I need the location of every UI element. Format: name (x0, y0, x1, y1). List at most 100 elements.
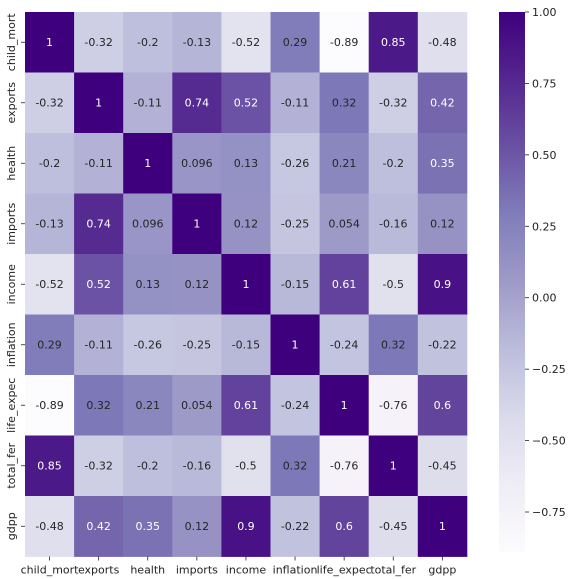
colorbar-tick-label: 0.50 (532, 149, 557, 162)
cell-value-label: 0.054 (328, 217, 360, 230)
x-axis-ticks: child_mort exports health imports income infl… (21, 556, 456, 577)
heatmap-cell (74, 12, 124, 73)
heatmap-cell (25, 193, 75, 255)
colorbar-tick-label: −0.75 (532, 506, 566, 519)
cell-value-label: -0.22 (281, 520, 309, 533)
cell-value-label: -0.2 (137, 459, 158, 472)
y-tick-label: health (5, 146, 18, 181)
x-tick-label: total_fer (370, 564, 416, 577)
heatmap-cell (368, 193, 419, 255)
cell-value-label: 0.61 (332, 278, 357, 291)
heatmap-cell (172, 496, 222, 557)
heatmap-cell (417, 496, 468, 557)
cell-value-label: 0.35 (136, 520, 161, 533)
cell-value-label: -0.26 (134, 338, 162, 351)
x-tick-label: exports (78, 564, 120, 577)
cell-value-label: 0.52 (86, 278, 111, 291)
cell-value-label: 1 (144, 157, 151, 170)
heatmap-cell (123, 375, 173, 436)
x-tick-label: income (226, 564, 267, 577)
cell-value-label: 0.35 (430, 157, 455, 170)
y-tick-label: exports (5, 82, 18, 124)
y-tick-label: child_mort (5, 13, 18, 72)
cell-value-label: 1 (292, 338, 299, 351)
cell-value-label: 0.32 (283, 459, 308, 472)
heatmap-cell (319, 12, 370, 73)
heatmap-cell (319, 133, 370, 194)
heatmap-cell (270, 254, 320, 315)
x-tick-label: life_expec (317, 564, 372, 577)
heatmap-cell (270, 133, 320, 194)
cell-value-label: -0.89 (330, 36, 358, 49)
heatmap-cell (319, 435, 370, 497)
cell-value-label: 0.13 (234, 157, 259, 170)
cell-value-label: -0.26 (281, 157, 309, 170)
heatmap-cell (319, 72, 370, 134)
heatmap-cell (25, 314, 75, 376)
cell-value-label: -0.89 (35, 399, 63, 412)
heatmap-cell (172, 314, 222, 376)
y-tick-label: income (5, 264, 18, 305)
heatmap-cell (74, 375, 124, 436)
cell-value-label: 0.6 (434, 399, 452, 412)
cell-value-label: -0.48 (428, 36, 456, 49)
cell-value-label: 0.6 (335, 520, 353, 533)
heatmap-cell (417, 12, 468, 73)
cell-value-label: 0.85 (381, 36, 406, 49)
cell-value-label: 0.054 (181, 399, 213, 412)
cell-value-label: -0.22 (428, 338, 456, 351)
cell-value-label: 0.85 (37, 459, 62, 472)
cell-value-label: -0.11 (84, 157, 112, 170)
heatmap-cell (368, 12, 419, 73)
cell-value-label: 0.12 (185, 520, 210, 533)
cell-value-label: -0.11 (281, 96, 309, 109)
cell-value-label: 0.12 (430, 217, 455, 230)
heatmap-cell (172, 72, 222, 134)
cell-value-label: -0.5 (383, 278, 404, 291)
heatmap-cell (417, 72, 468, 134)
colorbar-ticks: 1.00 0.75 0.50 0.25 0.00 −0.25 −0.50 −0.75 (525, 6, 566, 519)
heatmap-cell (172, 435, 222, 497)
y-tick-label: imports (5, 202, 18, 244)
cell-value-label: -0.15 (281, 278, 309, 291)
heatmap-cell (417, 133, 468, 194)
cell-value-label: 1 (341, 399, 348, 412)
heatmap-cell (319, 375, 370, 436)
heatmap-cell (368, 133, 419, 194)
cell-value-label: 0.096 (181, 157, 213, 170)
cell-value-label: 1 (95, 96, 102, 109)
colorbar-tick-label: 0.00 (532, 292, 557, 305)
cell-value-label: 0.32 (332, 96, 357, 109)
heatmap-cell (221, 72, 271, 134)
cell-value-label: -0.24 (330, 338, 358, 351)
cell-value-label: -0.16 (183, 459, 211, 472)
cell-value-label: 0.42 (86, 520, 111, 533)
heatmap-cell (172, 254, 222, 315)
cell-value-label: -0.16 (379, 217, 407, 230)
cell-value-label: -0.13 (183, 36, 211, 49)
cell-value-label: -0.13 (35, 217, 63, 230)
cell-value-label: 0.32 (86, 399, 111, 412)
cell-value-label: 0.32 (381, 338, 406, 351)
colorbar-tick-label: −0.50 (532, 435, 566, 448)
heatmap-cell (123, 72, 173, 134)
heatmap-cell (74, 435, 124, 497)
colorbar-tick-label: 1.00 (532, 6, 557, 19)
cell-value-label: 0.12 (234, 217, 259, 230)
heatmap-cell (368, 314, 419, 376)
cell-value-label: 0.29 (283, 36, 308, 49)
heatmap-cell (319, 496, 370, 557)
heatmap-cell (123, 133, 173, 194)
heatmap-cell (368, 375, 419, 436)
cell-value-label: 1 (439, 520, 446, 533)
heatmap-cell (221, 133, 271, 194)
heatmap-cell (319, 314, 370, 376)
cell-value-label: 0.74 (86, 217, 111, 230)
heatmap-cell (74, 314, 124, 376)
heatmap-cell (74, 193, 124, 255)
y-tick-label: life_expec (5, 378, 18, 433)
heatmap-cell (25, 254, 75, 315)
heatmap-cell (25, 72, 75, 134)
heatmap-cell (270, 12, 320, 73)
